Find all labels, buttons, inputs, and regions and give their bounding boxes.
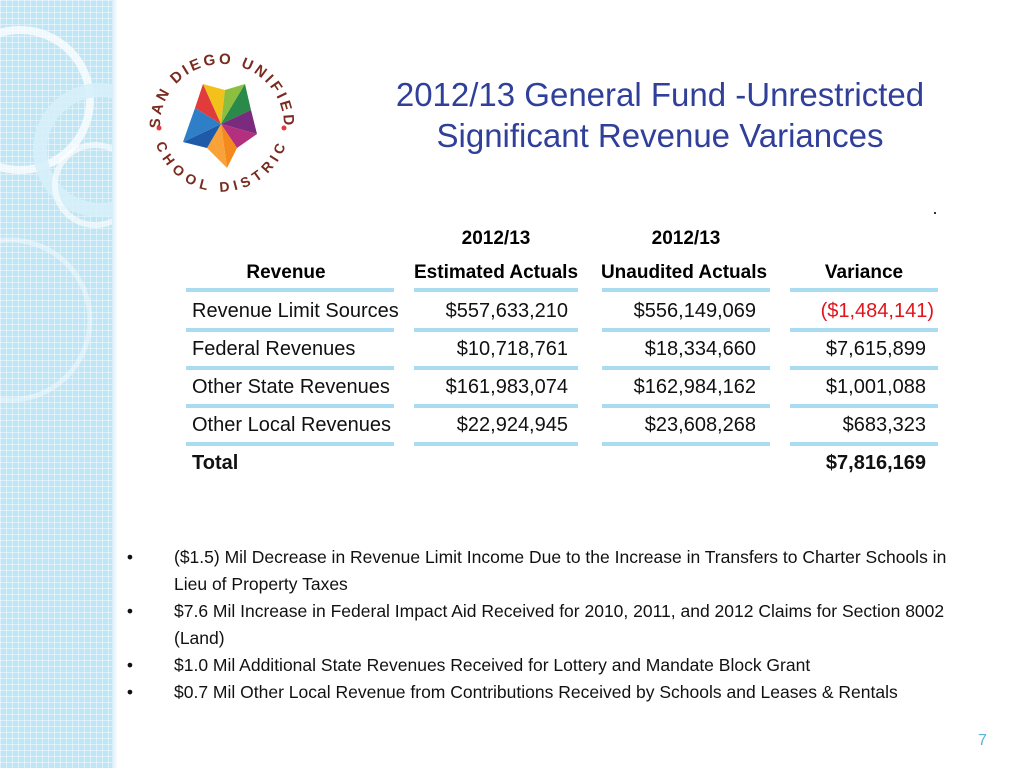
- slide-title: 2012/13 General Fund -Unrestricted Signi…: [330, 74, 990, 156]
- table-rule: [186, 288, 394, 292]
- table-rule: [790, 442, 938, 446]
- row-variance: $683,323: [842, 414, 926, 436]
- table-rule: [790, 366, 938, 370]
- bullet-text: ($1.5) Mil Decrease in Revenue Limit Inc…: [174, 547, 947, 594]
- header-variance: Variance: [824, 262, 904, 283]
- bullet-text: $7.6 Mil Increase in Federal Impact Aid …: [174, 601, 945, 648]
- table-rule: [602, 328, 770, 332]
- table-rule: [414, 366, 578, 370]
- title-line-1: 2012/13 General Fund -Unrestricted: [395, 76, 925, 113]
- row-label: Federal Revenues: [192, 338, 356, 360]
- table-rule: [790, 328, 938, 332]
- header-est-year: 2012/13: [461, 228, 531, 249]
- total-variance: $7,816,169: [825, 452, 926, 474]
- table-rule: [602, 288, 770, 292]
- list-item: • $1.0 Mil Additional State Revenues Rece…: [120, 652, 980, 679]
- list-item: • ($1.5) Mil Decrease in Revenue Limit In…: [120, 544, 980, 598]
- district-logo-graphic: SAN DIEGO UNIFIED SCHOOL DISTRICT: [132, 33, 294, 195]
- table-row: Revenue Limit Sources $557,633,210 $556,…: [186, 298, 946, 334]
- table-rule: [186, 328, 394, 332]
- row-estimated: $22,924,945: [456, 414, 568, 436]
- district-logo: SAN DIEGO UNIFIED SCHOOL DISTRICT: [132, 33, 304, 202]
- row-unaudited: $23,608,268: [644, 414, 756, 436]
- table-rule: [414, 328, 578, 332]
- decorative-side-strip: [0, 0, 112, 768]
- row-label: Revenue Limit Sources: [192, 300, 399, 322]
- bullet-text: $0.7 Mil Other Local Revenue from Contri…: [174, 682, 898, 702]
- table-rule: [602, 366, 770, 370]
- table-rule: [186, 366, 394, 370]
- table-rule: [186, 442, 394, 446]
- table-rule: [414, 404, 578, 408]
- header-unaudited-actuals: Unaudited Actuals: [600, 262, 768, 283]
- table-row: Other Local Revenues $22,924,945 $23,608…: [186, 412, 946, 448]
- table-rule: [602, 442, 770, 446]
- bullet-symbol: •: [126, 682, 134, 702]
- table-rule: [790, 288, 938, 292]
- table-rule: [414, 288, 578, 292]
- header-revenue: Revenue: [246, 262, 326, 283]
- row-unaudited: $556,149,069: [633, 300, 756, 322]
- strip-edge: [112, 0, 118, 768]
- bullet-symbol: •: [126, 601, 134, 621]
- bullet-text: $1.0 Mil Additional State Revenues Recei…: [174, 655, 811, 675]
- title-line-2: Significant Revenue Variances: [436, 117, 884, 154]
- revenue-variance-table: 2012/13 2012/13 Revenue Estimated Actual…: [186, 226, 946, 486]
- row-estimated: $557,633,210: [445, 300, 568, 322]
- row-estimated: $161,983,074: [445, 376, 568, 398]
- table-total-row: Total $7,816,169: [186, 450, 946, 486]
- table-row: Other State Revenues $161,983,074 $162,9…: [186, 374, 946, 410]
- table-rule: [414, 442, 578, 446]
- variance-notes-list: • ($1.5) Mil Decrease in Revenue Limit In…: [120, 544, 980, 706]
- bullet-symbol: •: [126, 655, 134, 675]
- row-unaudited: $18,334,660: [644, 338, 756, 360]
- list-item: • $0.7 Mil Other Local Revenue from Contr…: [120, 679, 980, 706]
- bullet-symbol: •: [126, 547, 134, 567]
- row-variance: ($1,484,141): [820, 300, 934, 322]
- row-estimated: $10,718,761: [456, 338, 568, 360]
- row-label: Other Local Revenues: [192, 414, 392, 436]
- header-estimated-actuals: Estimated Actuals: [414, 262, 579, 283]
- decorative-circles: [0, 26, 112, 403]
- page-number: 7: [978, 732, 987, 749]
- row-unaudited: $162,984,162: [633, 376, 756, 398]
- table-rule: [186, 404, 394, 408]
- header-unaudited-year: 2012/13: [651, 228, 721, 249]
- list-item: • $7.6 Mil Increase in Federal Impact Aid…: [120, 598, 980, 652]
- row-variance: $1,001,088: [825, 376, 926, 398]
- total-label: Total: [192, 452, 239, 474]
- row-label: Other State Revenues: [192, 376, 390, 398]
- table-rule: [790, 404, 938, 408]
- row-variance: $7,615,899: [825, 338, 926, 360]
- table-row: Federal Revenues $10,718,761 $18,334,660…: [186, 336, 946, 372]
- table-rule: [602, 404, 770, 408]
- decorative-dot: [934, 212, 936, 214]
